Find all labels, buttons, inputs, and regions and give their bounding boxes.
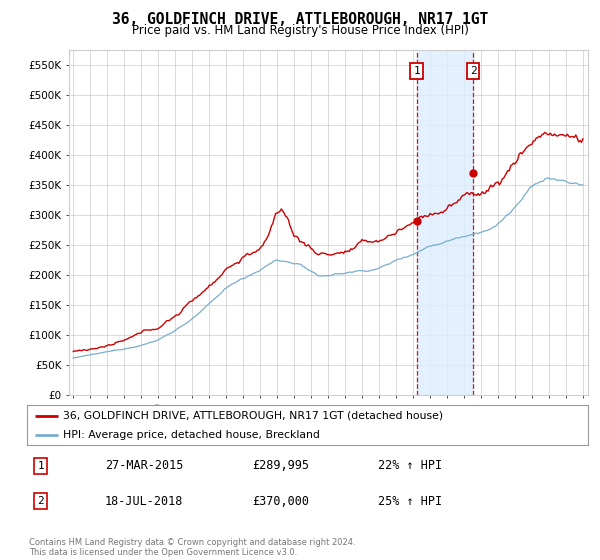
Text: HPI: Average price, detached house, Breckland: HPI: Average price, detached house, Brec… [64,430,320,440]
Text: Price paid vs. HM Land Registry's House Price Index (HPI): Price paid vs. HM Land Registry's House … [131,24,469,36]
Text: Contains HM Land Registry data © Crown copyright and database right 2024.
This d: Contains HM Land Registry data © Crown c… [29,538,355,557]
Text: £289,995: £289,995 [252,459,309,473]
Text: 27-MAR-2015: 27-MAR-2015 [105,459,184,473]
Text: 2: 2 [470,66,476,76]
Text: 1: 1 [37,461,44,471]
Text: 22% ↑ HPI: 22% ↑ HPI [378,459,442,473]
Text: 36, GOLDFINCH DRIVE, ATTLEBOROUGH, NR17 1GT: 36, GOLDFINCH DRIVE, ATTLEBOROUGH, NR17 … [112,12,488,27]
Bar [416,50,473,395]
Text: £370,000: £370,000 [252,494,309,508]
Text: 25% ↑ HPI: 25% ↑ HPI [378,494,442,508]
Text: 2: 2 [37,496,44,506]
Text: 1: 1 [413,66,420,76]
Text: 18-JUL-2018: 18-JUL-2018 [105,494,184,508]
Text: 36, GOLDFINCH DRIVE, ATTLEBOROUGH, NR17 1GT (detached house): 36, GOLDFINCH DRIVE, ATTLEBOROUGH, NR17 … [64,411,443,421]
